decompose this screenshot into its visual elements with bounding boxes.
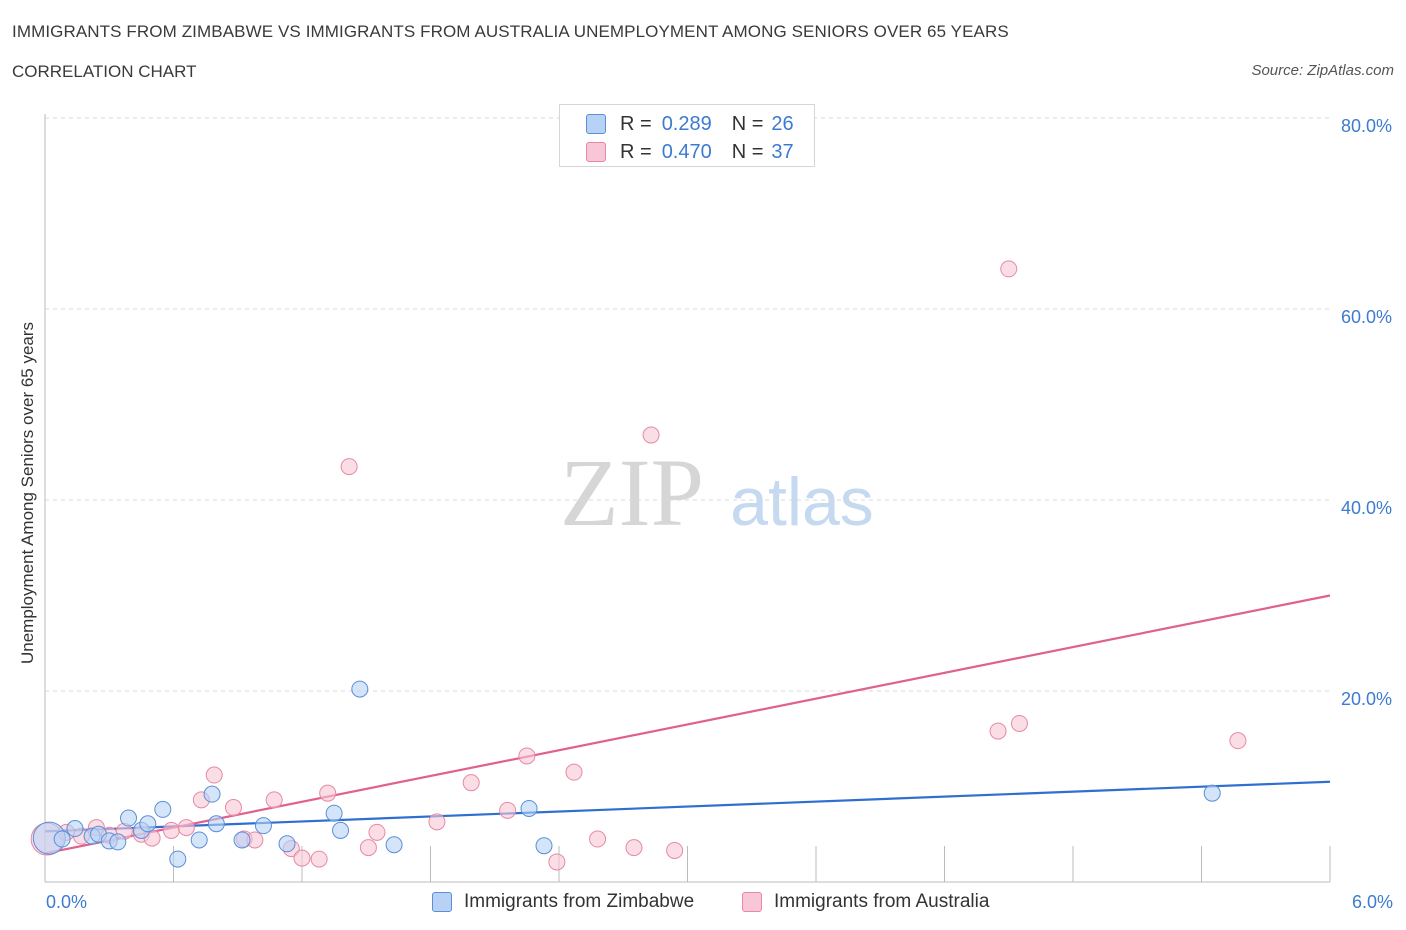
zimbabwe-point (351, 680, 369, 698)
chart-subtitle: CORRELATION CHART (12, 62, 197, 81)
n-label: N = (731, 140, 764, 163)
australia-point (462, 774, 480, 792)
chart-title: IMMIGRANTS FROM ZIMBABWE VS IMMIGRANTS F… (12, 22, 1009, 41)
zimbabwe-point (139, 815, 157, 833)
zimbabwe-point (332, 821, 350, 839)
gridlines (45, 117, 1330, 692)
zimbabwe-point (278, 835, 296, 853)
y-tick-label: 60.0% (1341, 307, 1392, 327)
australia-point (428, 813, 446, 831)
australia-point (1229, 732, 1247, 750)
australia-point (548, 853, 566, 871)
y-axis-label: Unemployment Among Seniors over 65 years (18, 321, 37, 665)
australia-point (319, 784, 337, 802)
australia-point (565, 763, 583, 781)
zimbabwe-point (325, 804, 343, 822)
australia-point (265, 791, 283, 809)
r-label: R = (620, 140, 652, 163)
australia-point (177, 819, 195, 837)
australia-point (1010, 714, 1028, 732)
australia-swatch (586, 142, 606, 162)
n-label: N = (731, 112, 764, 135)
australia-point (205, 766, 223, 784)
axes (44, 114, 1331, 883)
australia-point (368, 823, 386, 841)
series-legend-zimbabwe: Immigrants from Zimbabwe (432, 889, 694, 915)
australia-point (499, 801, 517, 819)
source-label: Source: ZipAtlas.com (1251, 62, 1394, 79)
australia-point (666, 841, 684, 859)
x-tick-label-min: 0.0% (46, 892, 87, 912)
zimbabwe-swatch (586, 114, 606, 134)
tick-labels: 20.0% 40.0% 60.0% 80.0% 0.0% 6.0% (46, 116, 1393, 912)
australia-point (310, 850, 328, 868)
australia-point (518, 747, 536, 765)
r-value: 0.470 (661, 140, 712, 163)
zimbabwe-point (154, 800, 172, 818)
zimbabwe-point (535, 837, 553, 855)
australia-legend-label: Immigrants from Australia (774, 891, 990, 912)
zimbabwe-point (233, 831, 251, 849)
zimbabwe-point (207, 815, 225, 833)
zimbabwe-point (520, 799, 538, 817)
n-value: 26 (771, 112, 794, 135)
y-tick-label: 40.0% (1341, 498, 1392, 518)
zimbabwe-point (203, 785, 221, 803)
zimbabwe-point (120, 809, 138, 827)
r-value: 0.289 (661, 112, 712, 135)
australia-point (589, 830, 607, 848)
australia-point (359, 839, 377, 857)
australia-point (340, 458, 358, 476)
zimbabwe-point (169, 850, 187, 868)
zimbabwe-point (385, 836, 403, 854)
r-label: R = (620, 112, 652, 135)
zimbabwe-point (1203, 784, 1221, 802)
data-points (30, 260, 1247, 871)
y-tick-label: 80.0% (1341, 116, 1392, 136)
australia-legend-swatch (742, 892, 762, 912)
zimbabwe-point (66, 820, 84, 838)
series-legend-australia: Immigrants from Australia (742, 889, 989, 915)
y-tick-label: 20.0% (1341, 689, 1392, 709)
zimbabwe-point (109, 833, 127, 851)
legend-row-zimbabwe: R = 0.289 N = 26 (586, 112, 794, 136)
x-tick-label-max: 6.0% (1352, 892, 1393, 912)
zimbabwe-legend-label: Immigrants from Zimbabwe (464, 891, 695, 912)
watermark-atlas: atlas (730, 464, 874, 540)
zimbabwe-point (190, 831, 208, 849)
australia-trend-line (44, 594, 1331, 855)
australia-point (989, 722, 1007, 740)
australia-point (642, 426, 660, 444)
zimbabwe-point (53, 830, 71, 848)
australia-point (625, 839, 643, 857)
australia-point (1000, 260, 1018, 278)
watermark-zip: ZIP (560, 439, 704, 546)
australia-point (293, 849, 311, 867)
n-value: 37 (771, 140, 794, 163)
zimbabwe-point (254, 817, 272, 835)
australia-point (224, 799, 242, 817)
australia-point (162, 821, 180, 839)
legend-row-australia: R = 0.470 N = 37 (586, 140, 794, 164)
zimbabwe-legend-swatch (432, 892, 452, 912)
correlation-legend: R = 0.289 N = 26 R = 0.470 N = 37 (559, 104, 815, 167)
